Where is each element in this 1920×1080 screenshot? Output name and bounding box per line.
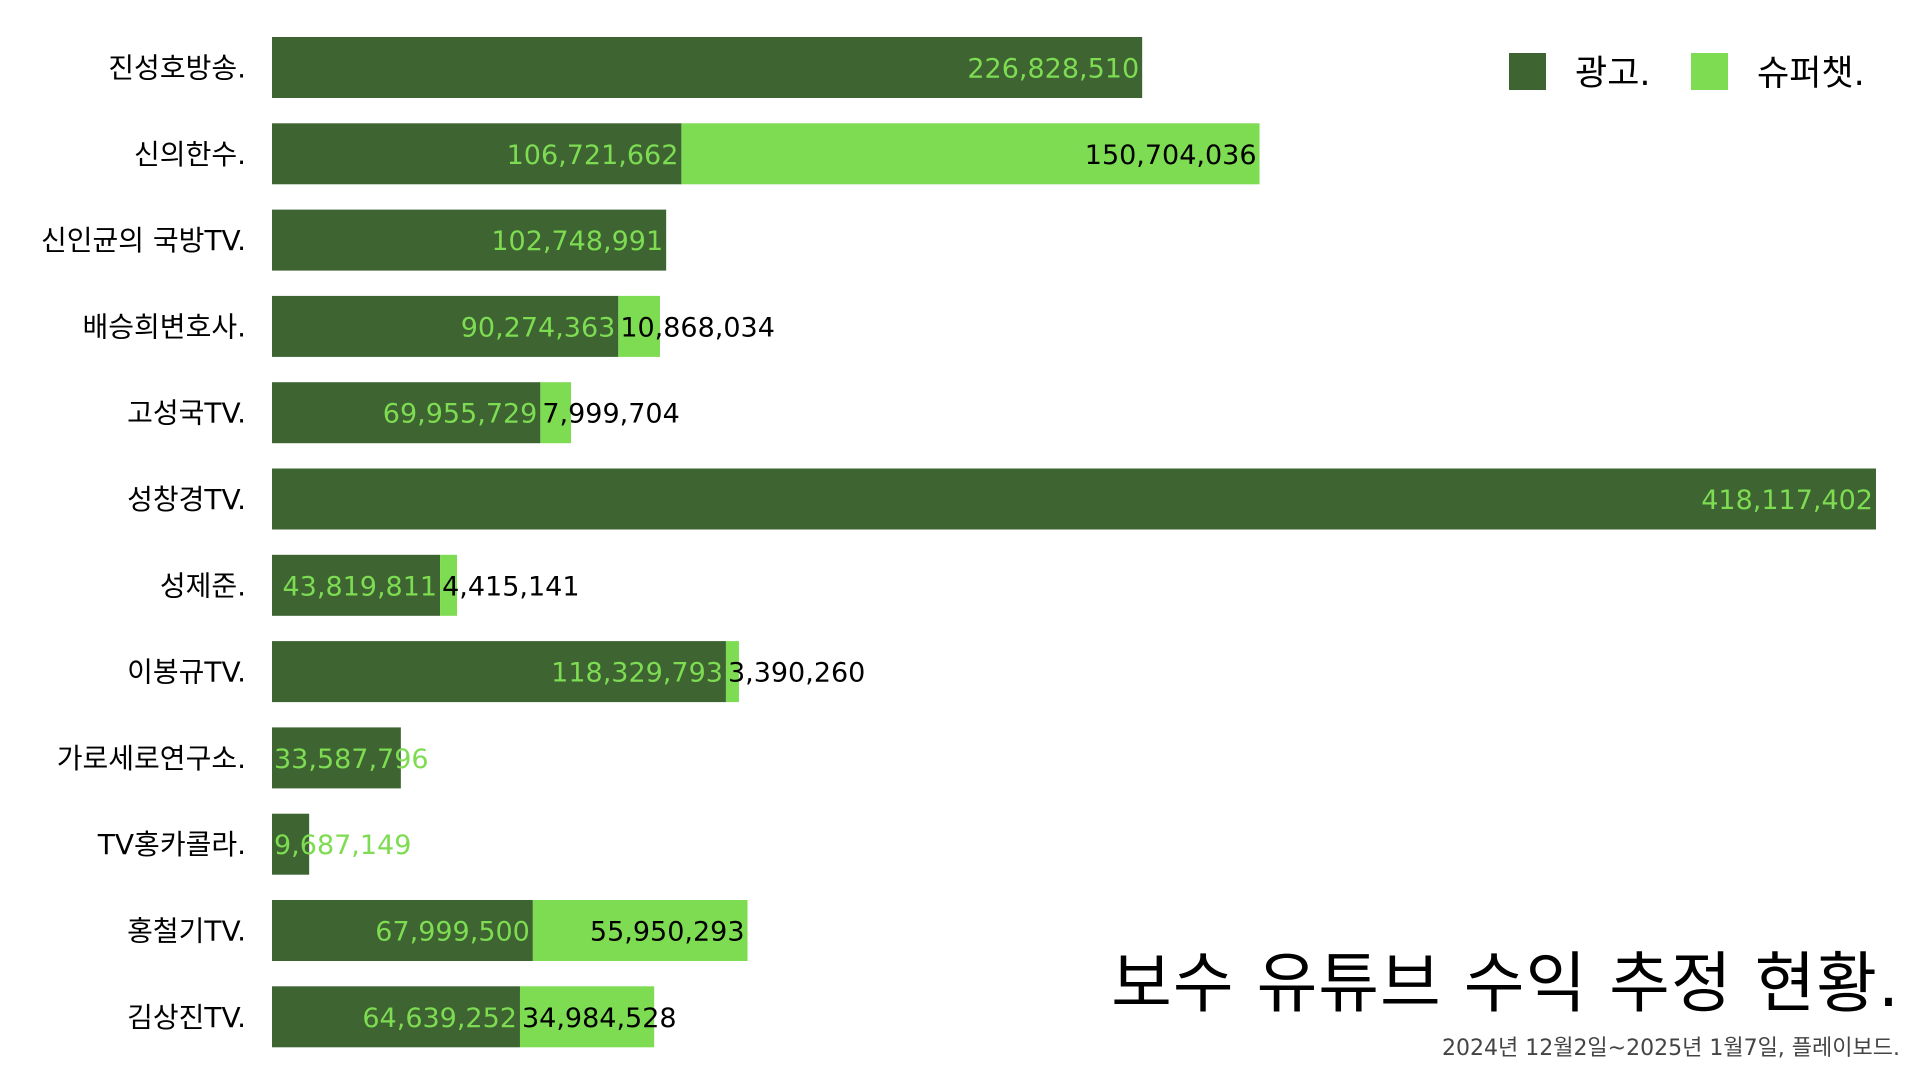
legend-label-ad: 광고. — [1575, 54, 1651, 94]
data-label-ad: 90,274,363 — [461, 312, 616, 343]
category-label: 가로세로연구소. — [57, 742, 246, 775]
data-label-superchat: 7,999,704 — [542, 399, 679, 430]
data-label-ad: 33,587,796 — [274, 744, 429, 775]
bar-ad — [272, 900, 533, 961]
data-label-superchat: 4,415,141 — [442, 571, 579, 602]
bar-superchat — [540, 382, 572, 444]
bar-ad — [272, 209, 667, 271]
category-label: 신인균의 국방TV. — [41, 224, 246, 257]
bar-ad — [272, 554, 441, 616]
category-label: 이봉규TV. — [127, 656, 246, 689]
bar-ad — [272, 123, 682, 185]
bar-superchat — [440, 554, 458, 616]
data-label-superchat: 10,868,034 — [620, 312, 775, 343]
bar-ad — [272, 641, 726, 703]
data-label-superchat: 34,984,528 — [522, 1003, 677, 1034]
data-label-ad: 106,721,662 — [507, 140, 679, 171]
labels-layer: 진성호방송. 226,828,510 신의한수. 106,721,662 150,704… — [41, 52, 1873, 1034]
legend-swatch-ad — [1509, 53, 1546, 90]
category-label: 성제준. — [160, 569, 246, 602]
data-label-ad: 43,819,811 — [283, 571, 438, 602]
category-label: 성창경TV. — [127, 483, 246, 516]
bar-superchat — [532, 900, 748, 961]
bar-ad — [272, 727, 401, 789]
bar-superchat — [519, 986, 655, 1048]
bar-superchat — [725, 641, 739, 703]
category-label: 진성호방송. — [108, 52, 246, 85]
data-label-ad: 9,687,149 — [274, 830, 411, 861]
legend-swatch-superchat — [1691, 53, 1728, 90]
data-label-ad: 102,748,991 — [491, 226, 663, 257]
bar-ad — [272, 813, 310, 875]
data-label-superchat: 3,390,260 — [728, 658, 865, 689]
bar-ad — [272, 382, 541, 444]
chart-title: 보수 유튜브 수익 추정 현황. — [1111, 945, 1900, 1022]
bar-superchat — [618, 295, 661, 357]
bars-layer — [272, 37, 1876, 1048]
category-label: 홍철기TV. — [127, 915, 246, 948]
data-label-ad: 118,329,793 — [551, 658, 723, 689]
bar-superchat — [681, 123, 1260, 185]
data-label-superchat: 55,950,293 — [590, 917, 745, 948]
category-label: 배승희변호사. — [83, 310, 246, 343]
bar-ad — [272, 295, 619, 357]
legend-label-superchat: 슈퍼챗. — [1757, 54, 1865, 94]
chart-subtitle: 2024년 12월2일~2025년 1월7일, 플레이보드. — [1441, 1036, 1900, 1061]
bar-ad — [272, 37, 1143, 98]
data-label-ad: 418,117,402 — [1701, 485, 1873, 516]
bar-ad — [272, 986, 520, 1048]
category-label: TV홍카콜라. — [97, 828, 246, 861]
data-label-ad: 226,828,510 — [967, 54, 1139, 85]
legend: 광고. 슈퍼챗. — [1509, 53, 1865, 94]
category-label: 신의한수. — [134, 138, 246, 171]
category-label: 김상진TV. — [127, 1001, 246, 1034]
data-label-ad: 69,955,729 — [383, 399, 538, 430]
category-label: 고성국TV. — [127, 397, 246, 430]
data-label-ad: 67,999,500 — [375, 917, 530, 948]
data-label-ad: 64,639,252 — [362, 1003, 517, 1034]
bar-ad — [272, 468, 1876, 530]
data-label-superchat: 150,704,036 — [1085, 140, 1257, 171]
